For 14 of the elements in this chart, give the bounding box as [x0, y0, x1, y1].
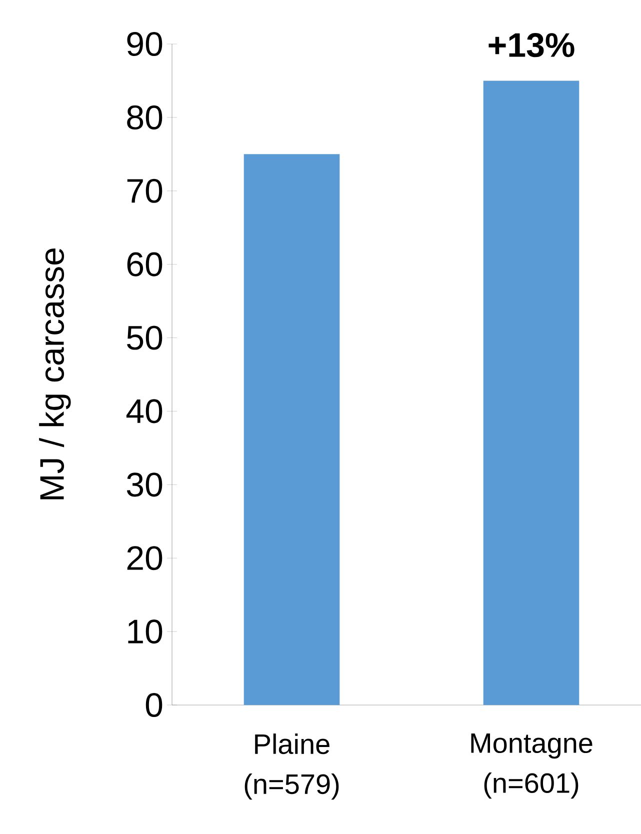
- y-tick-label: 90: [127, 32, 162, 56]
- y-tick-label: 70: [127, 178, 162, 203]
- y-tick-label: 30: [126, 472, 162, 497]
- y-tick-label: 40: [126, 399, 162, 424]
- y-axis-title: MJ / kg carcasse: [39, 248, 71, 500]
- x-tick-label: Montagne (n=601): [471, 734, 592, 799]
- annotation: +13%: [488, 33, 574, 58]
- y-tick-label: 0: [146, 692, 162, 718]
- y-tick-label: 60: [127, 252, 162, 276]
- y-tick-label: 10: [128, 620, 162, 644]
- y-tick-label: 50: [127, 326, 162, 350]
- x-tick-label: Plaine (n=579): [244, 734, 339, 800]
- y-tick-label: 20: [127, 546, 162, 570]
- y-tick-label: 80: [127, 105, 162, 130]
